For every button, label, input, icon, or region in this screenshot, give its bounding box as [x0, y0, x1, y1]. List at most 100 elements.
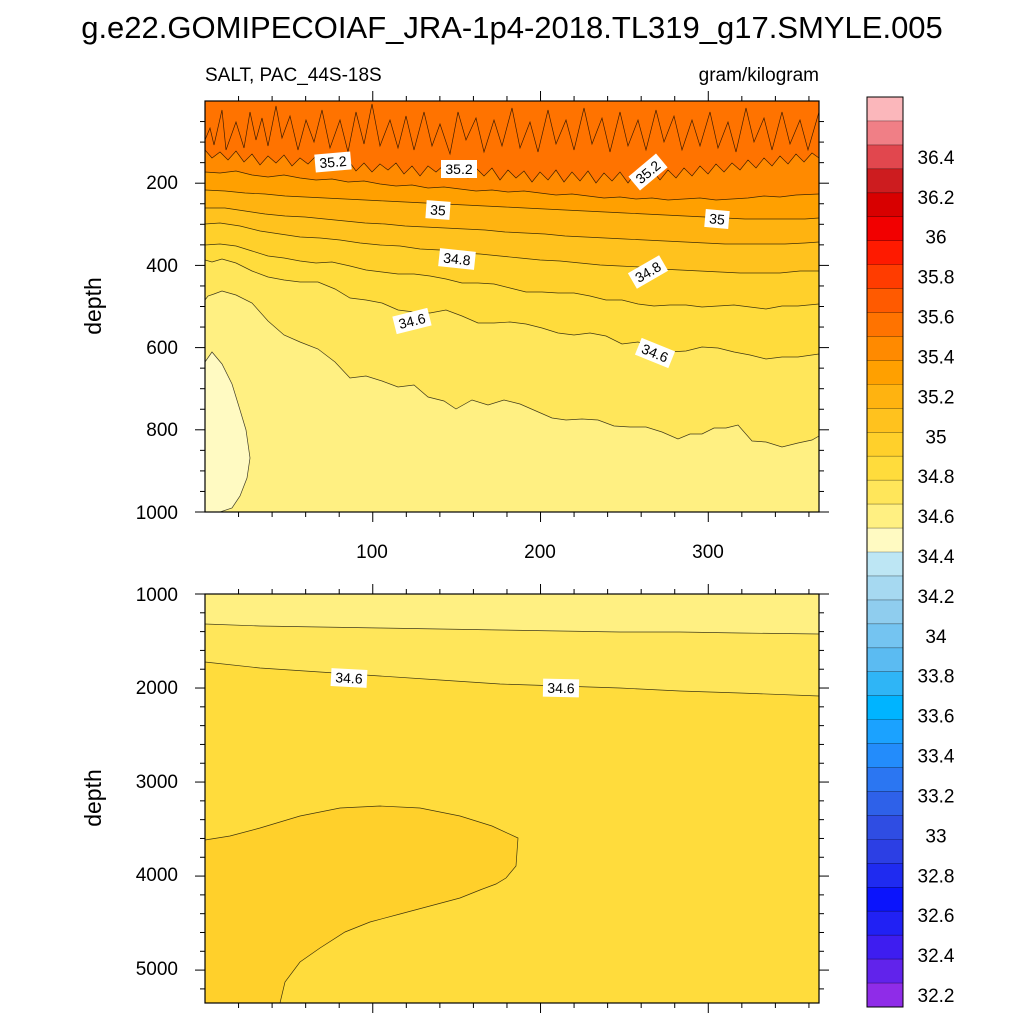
- colorbar-tick-label: 32.8: [918, 866, 955, 887]
- y-tick-label: 800: [146, 420, 178, 441]
- colorbar-tick-label: 35: [925, 427, 946, 448]
- lower-y-axis-title: depth: [80, 769, 106, 827]
- colorbar-swatch: [867, 575, 903, 601]
- colorbar-swatch: [867, 264, 903, 289]
- colorbar-swatch: [867, 504, 903, 529]
- y-tick-label: 600: [146, 338, 178, 359]
- lower-panel-fills: [205, 594, 819, 1003]
- colorbar-tick-label: 35.8: [918, 268, 955, 289]
- lower-y-axis: 1000 2000 3000 4000 5000: [136, 585, 178, 980]
- colorbar-swatch: [867, 599, 903, 625]
- y-tick-label: 1000: [136, 503, 178, 524]
- colorbar-swatch: [867, 97, 903, 122]
- colorbar-tick-label: 32.6: [918, 906, 955, 927]
- chart-title: g.e22.GOMIPECOIAF_JRA-1p4-2018.TL319_g17…: [81, 10, 943, 45]
- lower-panel-contour-lines: [205, 623, 819, 1003]
- y-tick-label: 400: [146, 256, 178, 277]
- colorbar-swatch: [867, 815, 903, 840]
- colorbar-swatch: [867, 623, 903, 649]
- contour-label: 34.6: [335, 669, 363, 686]
- colorbar-swatch: [867, 312, 903, 337]
- colorbar-swatch: [867, 216, 903, 242]
- upper-panel-fills: [205, 101, 819, 512]
- axis-tick-marks: [195, 91, 829, 1013]
- y-tick-label: 2000: [136, 678, 178, 699]
- x-tick-label: 100: [356, 542, 388, 563]
- colorbar-tick-label: 34.4: [918, 547, 955, 568]
- contour-label: 34.8: [443, 250, 472, 269]
- lower-panel-frame: [204, 593, 820, 1004]
- colorbar: 36.4 36.2 36 35.8 35.6 35.4 35.2 35 34.8 34.6 34.4…: [866, 96, 955, 1008]
- colorbar-tick-label: 33.8: [918, 667, 955, 688]
- colorbar-swatch: [867, 743, 903, 768]
- contour-label: 35: [709, 210, 726, 227]
- colorbar-swatch: [867, 480, 903, 505]
- contour-label: 35.2: [445, 161, 472, 177]
- colorbar-swatch: [867, 839, 903, 864]
- colorbar-tick-label: 34.2: [918, 587, 955, 608]
- colorbar-frame: [866, 96, 904, 1008]
- colorbar-swatch: [867, 863, 903, 888]
- colorbar-swatch: [867, 671, 903, 697]
- colorbar-swatch: [867, 432, 903, 457]
- colorbar-tick-label: 36.2: [918, 188, 955, 209]
- colorbar-tick-label: 36.4: [918, 148, 955, 169]
- contour-label: 34.6: [547, 680, 575, 696]
- colorbar-tick-label: 32.2: [918, 986, 955, 1007]
- colorbar-swatch: [867, 336, 903, 361]
- y-tick-label: 4000: [136, 865, 178, 886]
- colorbar-swatch: [867, 767, 903, 792]
- y-tick-label: 200: [146, 173, 178, 194]
- colorbar-swatch: [867, 935, 903, 960]
- colorbar-swatch: [867, 360, 903, 385]
- upper-contour-labels: 35.2 35.2 35.2 35 35 34.8 34.8 34.6: [314, 151, 730, 369]
- contour-label: 35.2: [319, 153, 348, 171]
- colorbar-swatch: [867, 384, 903, 409]
- contour-label: 35: [430, 201, 447, 218]
- colorbar-swatch: [867, 192, 903, 218]
- colorbar-swatch: [867, 552, 903, 577]
- upper-y-axis-title: depth: [80, 277, 106, 335]
- colorbar-swatch: [867, 791, 903, 816]
- y-tick-label: 5000: [136, 959, 178, 980]
- colorbar-swatch: [867, 719, 903, 744]
- colorbar-swatch: [867, 408, 903, 433]
- lower-contour-labels: 34.6 34.6: [330, 668, 580, 698]
- colorbar-swatch: [867, 647, 903, 673]
- upper-x-axis: 100 200 300: [356, 542, 724, 563]
- upper-y-axis: 200 400 600 800 1000: [136, 173, 178, 524]
- units-label: gram/kilogram: [699, 65, 819, 86]
- x-tick-label: 300: [692, 542, 724, 563]
- colorbar-swatch: [867, 456, 903, 481]
- colorbar-tick-label: 33: [925, 826, 946, 847]
- colorbar-tick-label: 35.4: [918, 347, 955, 368]
- colorbar-swatch: [867, 120, 903, 146]
- colorbar-swatch: [867, 240, 903, 266]
- colorbar-swatch: [867, 168, 903, 194]
- colorbar-swatch: [867, 959, 903, 984]
- colorbar-tick-label: 32.4: [918, 946, 955, 967]
- variable-region-label: SALT, PAC_44S-18S: [205, 65, 382, 86]
- colorbar-swatch: [867, 144, 903, 170]
- colorbar-swatch: [867, 288, 903, 313]
- colorbar-swatch: [867, 983, 903, 1008]
- colorbar-swatch: [867, 528, 903, 553]
- colorbar-tick-label: 33.4: [918, 747, 955, 768]
- colorbar-tick-label: 35.2: [918, 387, 955, 408]
- colorbar-tick-label: 34: [925, 627, 947, 648]
- colorbar-tick-label: 36: [925, 228, 946, 249]
- colorbar-tick-label: 33.2: [918, 787, 955, 808]
- colorbar-tick-label: 33.6: [918, 707, 955, 728]
- colorbar-swatch: [867, 911, 903, 936]
- y-tick-label: 1000: [136, 585, 178, 606]
- colorbar-swatch: [867, 695, 903, 721]
- y-tick-label: 3000: [136, 772, 178, 793]
- colorbar-swatch: [867, 887, 903, 912]
- colorbar-tick-label: 34.6: [918, 507, 955, 528]
- colorbar-tick-label: 35.6: [918, 308, 955, 329]
- upper-panel-contour-lines: [205, 103, 819, 512]
- contour-label: 34.6: [397, 310, 428, 332]
- colorbar-tick-label: 34.8: [918, 467, 955, 488]
- x-tick-label: 200: [524, 542, 556, 563]
